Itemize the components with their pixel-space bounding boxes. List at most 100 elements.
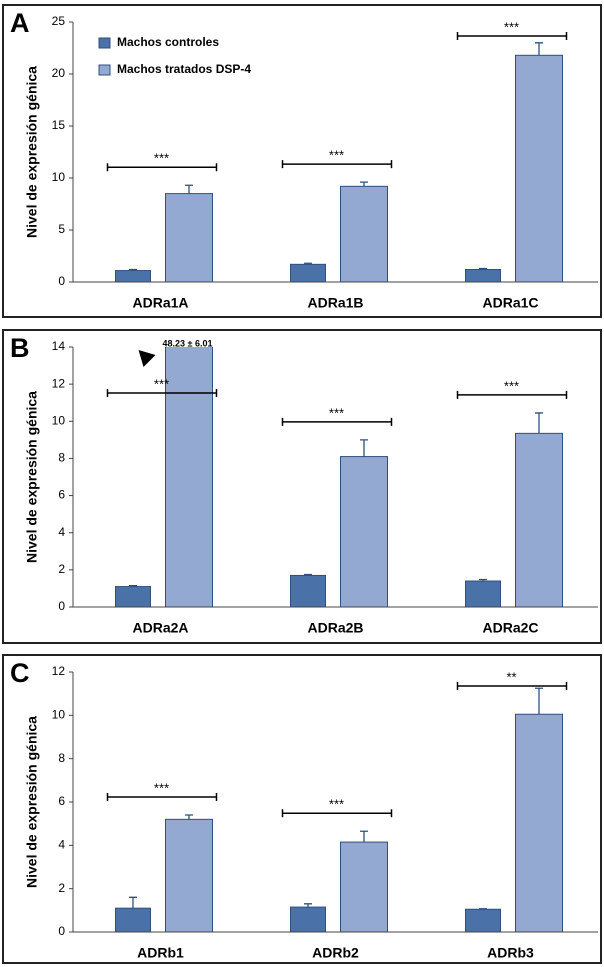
significance-label: *** [329, 405, 344, 420]
bar [340, 185, 388, 282]
y-tick-label: 4 [58, 838, 65, 852]
x-tick-label: ADRb2 [312, 945, 359, 961]
significance-bracket [456, 390, 568, 399]
x-tick-label: ADRa1C [482, 295, 538, 311]
significance-label: *** [154, 780, 169, 795]
x-tick-label: ADRa2B [307, 620, 363, 636]
error-bar [535, 687, 543, 715]
significance-bracket [281, 809, 393, 818]
y-tick-label: 6 [58, 488, 65, 502]
y-tick-label: 4 [58, 525, 65, 539]
annotation: 48.23 ± 6.01 [163, 338, 213, 348]
error-bar [304, 573, 312, 576]
bar [515, 432, 563, 607]
significance-bracket [106, 389, 218, 397]
bar [165, 193, 213, 282]
bar [465, 580, 501, 607]
legend-swatch [98, 37, 111, 49]
y-tick-label: 0 [58, 924, 65, 938]
y-axis-label: Nivel de expresión génica [24, 66, 40, 238]
error-bar [535, 42, 543, 56]
bar [515, 713, 563, 932]
y-tick-label: 12 [52, 664, 66, 678]
bar [515, 54, 563, 282]
y-tick-label: 20 [52, 66, 66, 80]
plot [115, 42, 563, 282]
error-bar [185, 814, 193, 820]
y-tick-label: 12 [52, 376, 66, 390]
error-bar [479, 267, 487, 270]
y-tick-label: 5 [58, 222, 65, 236]
annotation-arrow [138, 350, 156, 367]
significance-bracket [456, 32, 568, 40]
bar [115, 270, 151, 282]
significance-bracket [281, 417, 393, 426]
bar [290, 263, 326, 282]
error-bar [129, 268, 137, 271]
bar [165, 347, 213, 607]
y-tick-label: 15 [52, 118, 66, 132]
x-tick-label: ADRa2A [132, 620, 188, 636]
plot [115, 687, 563, 932]
significance-label: *** [154, 376, 169, 391]
x-tick-label: ADRb1 [137, 945, 184, 961]
y-tick-label: 0 [58, 599, 65, 613]
significance-bracket [456, 682, 568, 690]
x-tick-label: ADRa2C [482, 620, 538, 636]
significance-label: *** [154, 151, 169, 166]
bar [465, 908, 501, 932]
panel-border [2, 4, 602, 318]
significance-bracket [106, 793, 218, 801]
error-bar [304, 903, 312, 908]
panel-border [2, 329, 602, 644]
bar [115, 907, 151, 932]
y-tick-label: 2 [58, 881, 65, 895]
significance-label: ** [506, 669, 516, 684]
y-tick-label: 25 [52, 14, 66, 28]
error-bar [185, 184, 193, 194]
y-tick-label: 6 [58, 794, 65, 808]
error-bar [535, 412, 543, 434]
bar [290, 574, 326, 607]
bar [465, 269, 501, 282]
significance-label: *** [504, 378, 519, 393]
x-tick-label: ADRb3 [487, 945, 534, 961]
x-tick-label: ADRa1A [132, 295, 188, 311]
significance-bracket [281, 160, 393, 169]
bar [340, 456, 388, 607]
legend-swatch [98, 64, 111, 76]
x-tick-label: ADRa1B [307, 295, 363, 311]
y-tick-label: 10 [52, 708, 66, 722]
y-tick-label: 2 [58, 562, 65, 576]
panel-letter: C [10, 658, 30, 688]
error-bar [360, 181, 368, 187]
significance-bracket [106, 163, 218, 172]
y-tick-label: 8 [58, 751, 65, 765]
bar [290, 906, 326, 932]
y-tick-label: 10 [52, 170, 66, 184]
error-bar [360, 830, 368, 843]
legend-label: Machos tratados DSP-4 [117, 62, 251, 76]
bar [165, 818, 213, 932]
error-bar [129, 896, 137, 909]
y-tick-label: 10 [52, 413, 66, 427]
panel-border [2, 654, 602, 964]
panel-letter: B [10, 333, 30, 363]
legend-label: Machos controles [117, 35, 219, 49]
bar [115, 586, 151, 607]
y-tick-label: 8 [58, 451, 65, 465]
error-bar [129, 584, 137, 587]
y-axis-label: Nivel de expresión génica [24, 391, 40, 563]
significance-label: *** [329, 148, 344, 163]
significance-label: *** [329, 797, 344, 812]
error-bar [304, 262, 312, 265]
error-bar [360, 439, 368, 457]
bar [340, 841, 388, 932]
y-tick-label: 14 [52, 339, 66, 353]
y-tick-label: 0 [58, 274, 65, 288]
significance-label: *** [504, 19, 519, 34]
panel-letter: A [10, 8, 30, 38]
plot [115, 347, 563, 607]
error-bar [479, 578, 487, 581]
